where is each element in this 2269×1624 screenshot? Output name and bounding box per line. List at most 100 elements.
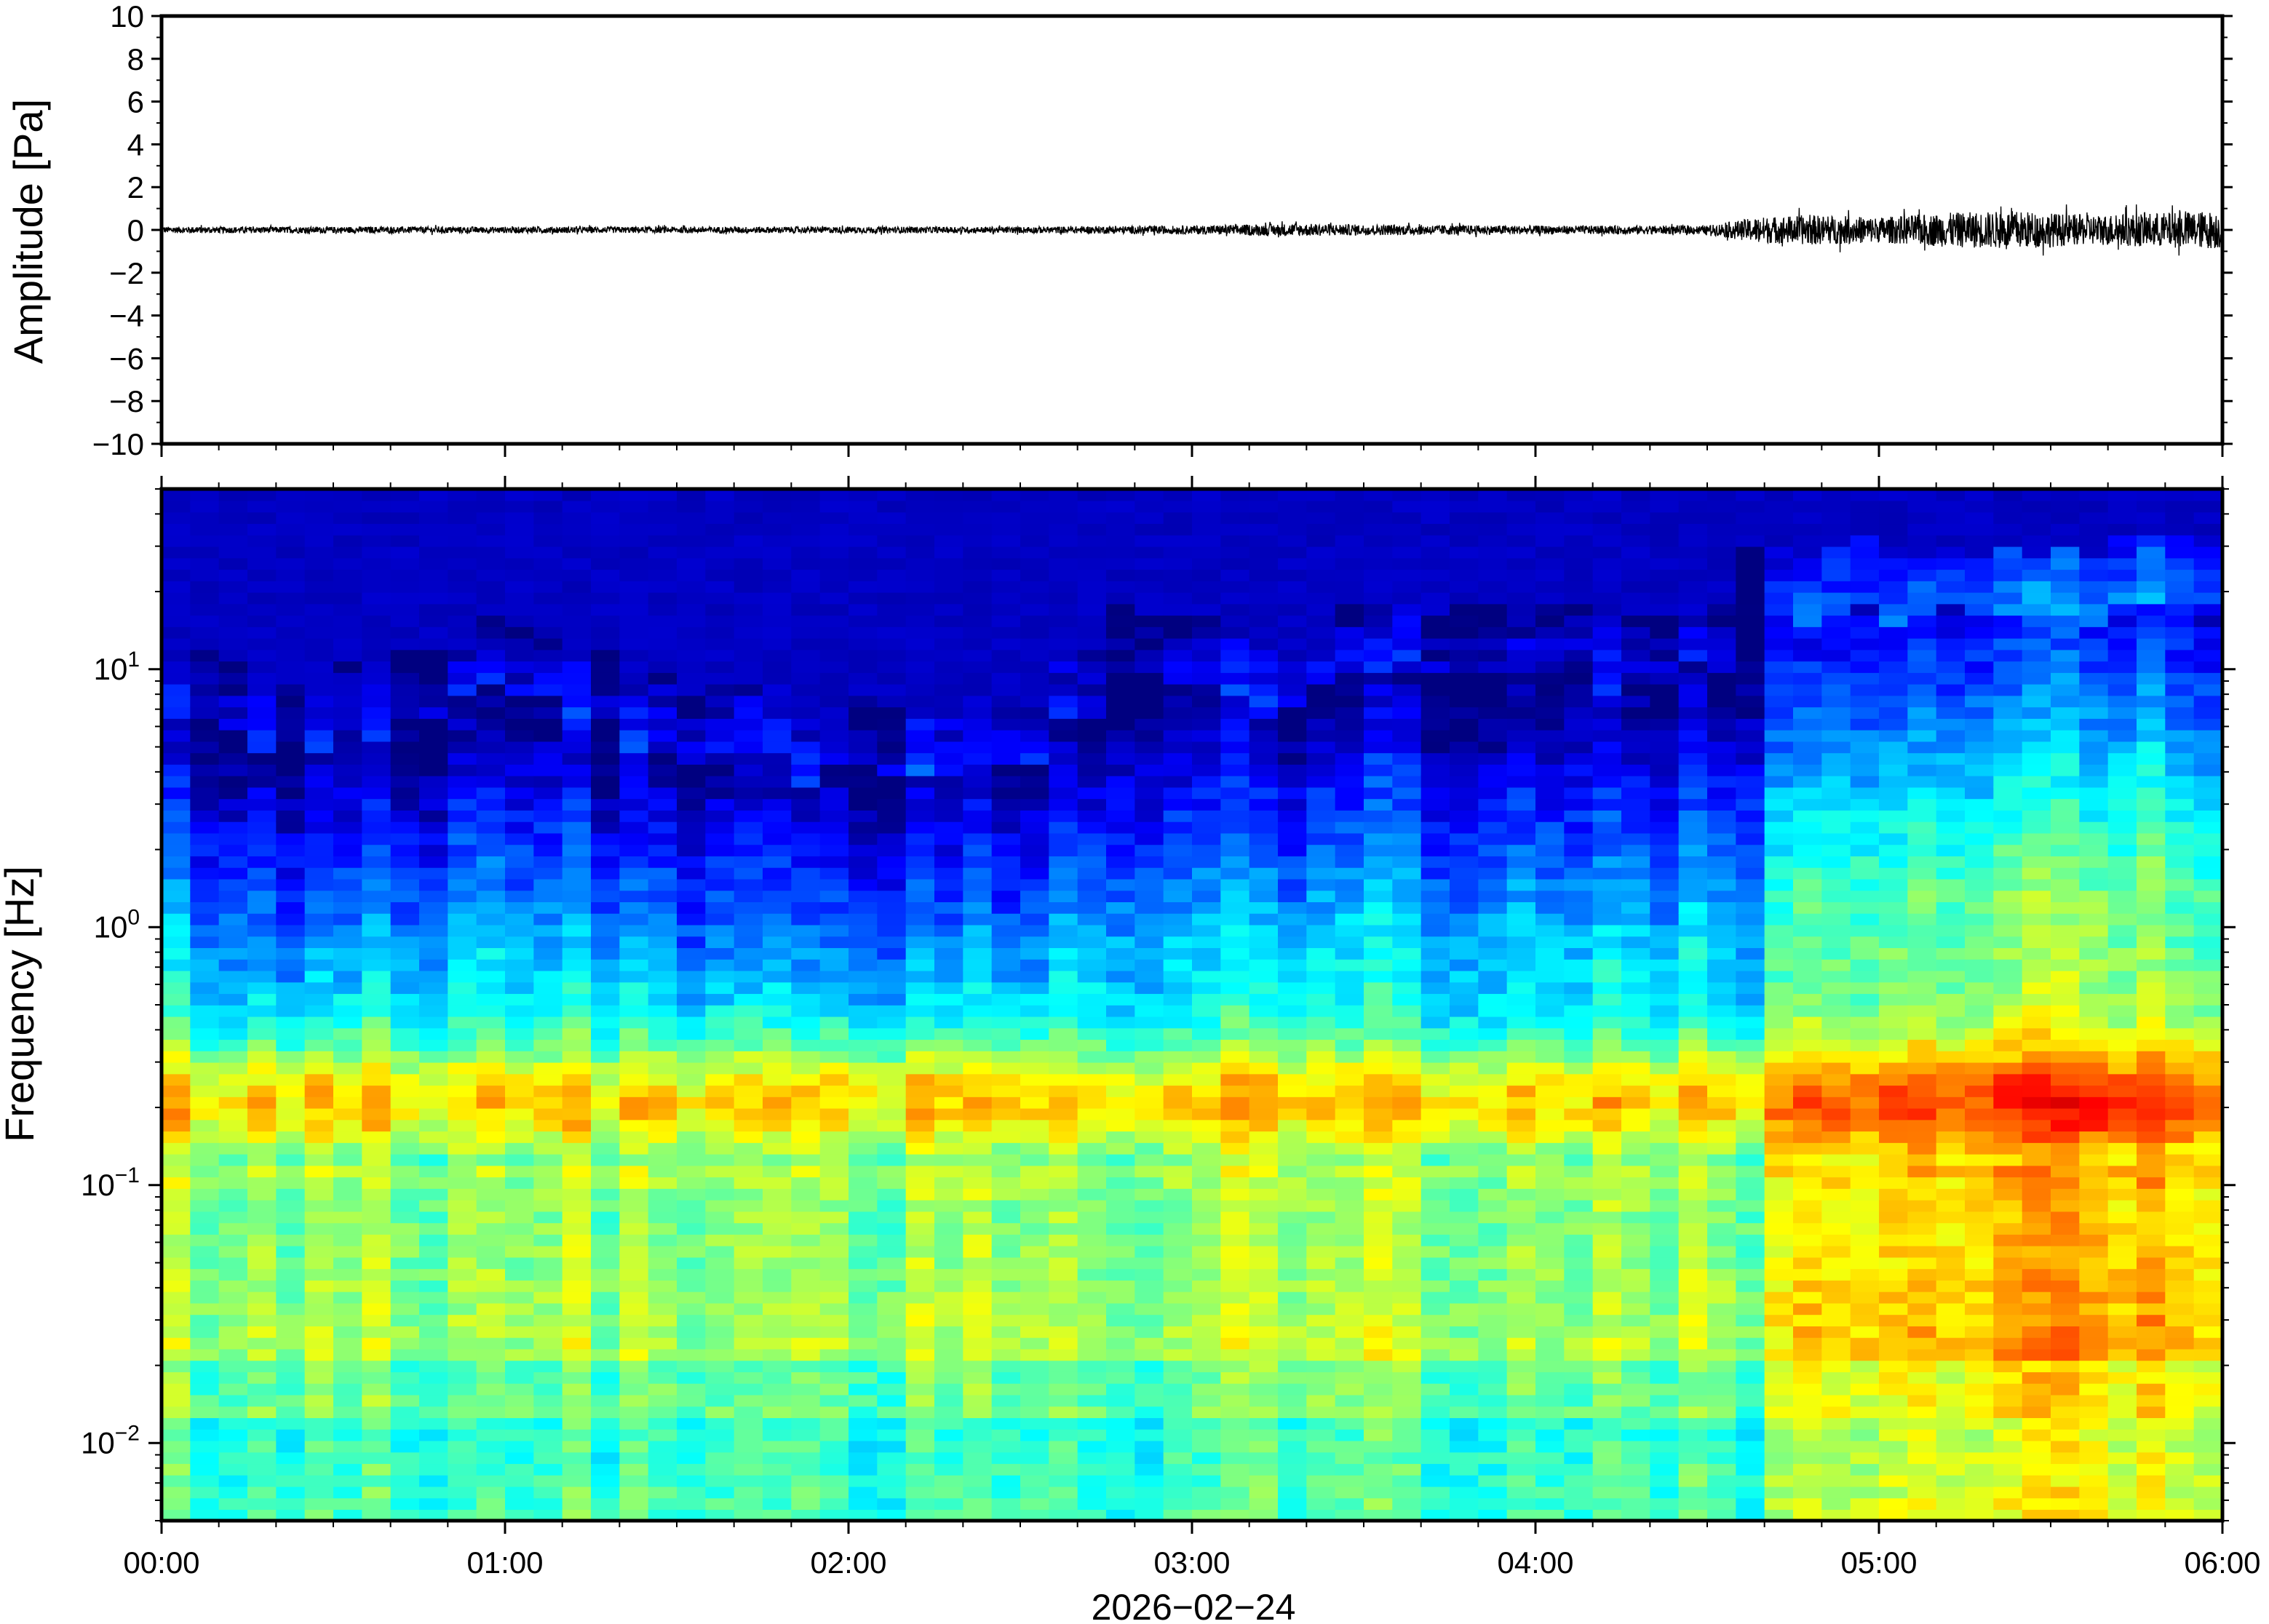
spectrogram-cell [1335, 1486, 1364, 1499]
spectrogram-cell [1392, 512, 1422, 525]
spectrogram-cell [1249, 1119, 1279, 1132]
spectrogram-cell [1106, 592, 1136, 605]
spectrogram-cell [905, 856, 935, 868]
spectrogram-cell [905, 649, 935, 662]
spectrogram-cell [190, 1474, 220, 1487]
spectrogram-cell [763, 936, 792, 949]
spectrogram-cell [390, 810, 420, 822]
spectrogram-cell [991, 890, 1021, 902]
spectrogram-cell [1420, 672, 1450, 685]
spectrogram-cell [1278, 615, 1308, 627]
spectrogram-cell [190, 615, 220, 627]
spectrogram-cell [1220, 1497, 1250, 1510]
spectrogram-cell [1134, 500, 1164, 513]
spectrogram-cell [648, 798, 677, 811]
spectrogram-cell [218, 1428, 248, 1441]
spectrogram-cell [562, 592, 592, 605]
spectrogram-cell [1364, 1452, 1394, 1465]
spectrogram-cell [1049, 1486, 1078, 1499]
spectrogram-cell [448, 958, 477, 971]
spectrogram-cell [1678, 649, 1708, 662]
spectrogram-cell [1450, 1222, 1479, 1235]
spectrogram-cell [648, 867, 677, 880]
spectrogram-cell [591, 867, 621, 880]
spectrogram-cell [1049, 1257, 1078, 1270]
spectrogram-cell [1392, 603, 1422, 616]
spectrogram-cell [1420, 993, 1450, 1006]
spectrogram-cell [1564, 993, 1594, 1006]
spectrogram-cell [505, 856, 535, 868]
spectrogram-cell [1335, 1326, 1364, 1338]
spectrogram-cell [1220, 729, 1250, 742]
spectrogram-cell [476, 1107, 506, 1121]
spectrogram-cell [991, 1027, 1021, 1040]
spectrogram-cell [991, 1326, 1021, 1338]
spectrogram-cell [247, 1280, 277, 1292]
spectrogram-cell [1192, 649, 1222, 662]
spectrogram-cell [819, 1177, 849, 1189]
spectrogram-cell [1420, 844, 1450, 856]
spectrogram-cell [1450, 1085, 1479, 1097]
spectrogram-cell [1106, 1440, 1136, 1453]
spectrogram-cell [247, 729, 277, 742]
spectrogram-cell [763, 1085, 792, 1097]
spectrogram-cell [905, 947, 935, 960]
spectrogram-cell [648, 718, 677, 731]
spectrogram-cell [1106, 924, 1136, 937]
spectrogram-cell [1192, 1131, 1222, 1143]
spectrogram-cell [1192, 1509, 1222, 1521]
spectrogram-cell [1506, 798, 1536, 811]
spectrogram-cell [1364, 1211, 1394, 1224]
spectrogram-cell [1420, 637, 1450, 650]
spectrogram-cell [362, 1188, 392, 1201]
spectrogram-cell [1420, 706, 1450, 719]
spectrogram-cell [1278, 1005, 1308, 1017]
spectrogram-cell [1621, 878, 1651, 891]
spectrogram-cell [362, 1452, 392, 1465]
spectrogram-cell [1249, 1142, 1279, 1155]
spectrogram-cell [162, 1497, 191, 1510]
spectrogram-cell [448, 1027, 477, 1040]
spectrogram-cell [1049, 535, 1078, 547]
spectrogram-cell [505, 603, 535, 616]
spectrogram-cell [1306, 912, 1336, 926]
spectrogram-cell [304, 1360, 334, 1372]
spectrogram-cell [1106, 1337, 1136, 1350]
spectrogram-cell [1650, 592, 1680, 605]
spectrogram-cell [533, 695, 563, 708]
spectrogram-cell [791, 1452, 821, 1465]
spectrogram-cell [1163, 1268, 1193, 1281]
spectrogram-cell [1392, 1142, 1422, 1155]
spectrogram-cell [362, 603, 392, 616]
spectrogram-cell [1650, 982, 1680, 995]
spectrogram-cell [1134, 1051, 1164, 1063]
spectrogram-cell [533, 1291, 563, 1304]
spectrogram-cell [1306, 557, 1336, 570]
spectrogram-cell [533, 1119, 563, 1132]
waveform-line [161, 204, 2223, 256]
spectrogram-cell [304, 581, 334, 593]
spectrogram-cell [562, 1463, 592, 1476]
spectrogram-cell [1134, 626, 1164, 639]
spectrogram-cell [705, 1062, 735, 1075]
spectrogram-cell [476, 1486, 506, 1499]
spectrogram-cell [1392, 1268, 1422, 1281]
spectrogram-cell [1621, 1302, 1651, 1315]
spectrogram-cell [1278, 844, 1308, 856]
spectrogram-cell [1592, 958, 1622, 971]
spectrogram-cell [705, 706, 735, 719]
spectrogram-cell [934, 1302, 964, 1315]
spectrogram-cell [677, 729, 707, 742]
spectrogram-cell [1220, 878, 1250, 891]
spectrogram-cell [877, 970, 907, 983]
spectrogram-cell [734, 683, 763, 696]
spectrogram-cell [218, 1039, 248, 1051]
spectrogram-cell [1650, 764, 1680, 776]
spectrogram-cell [1049, 1372, 1078, 1384]
spectrogram-cell [333, 1222, 363, 1235]
spectrogram-cell [1106, 844, 1136, 856]
spectrogram-cell [333, 890, 363, 902]
spectrogram-cell [1220, 787, 1250, 800]
spectrogram-cell [763, 1509, 792, 1521]
spectrogram-cell [1077, 1428, 1107, 1441]
